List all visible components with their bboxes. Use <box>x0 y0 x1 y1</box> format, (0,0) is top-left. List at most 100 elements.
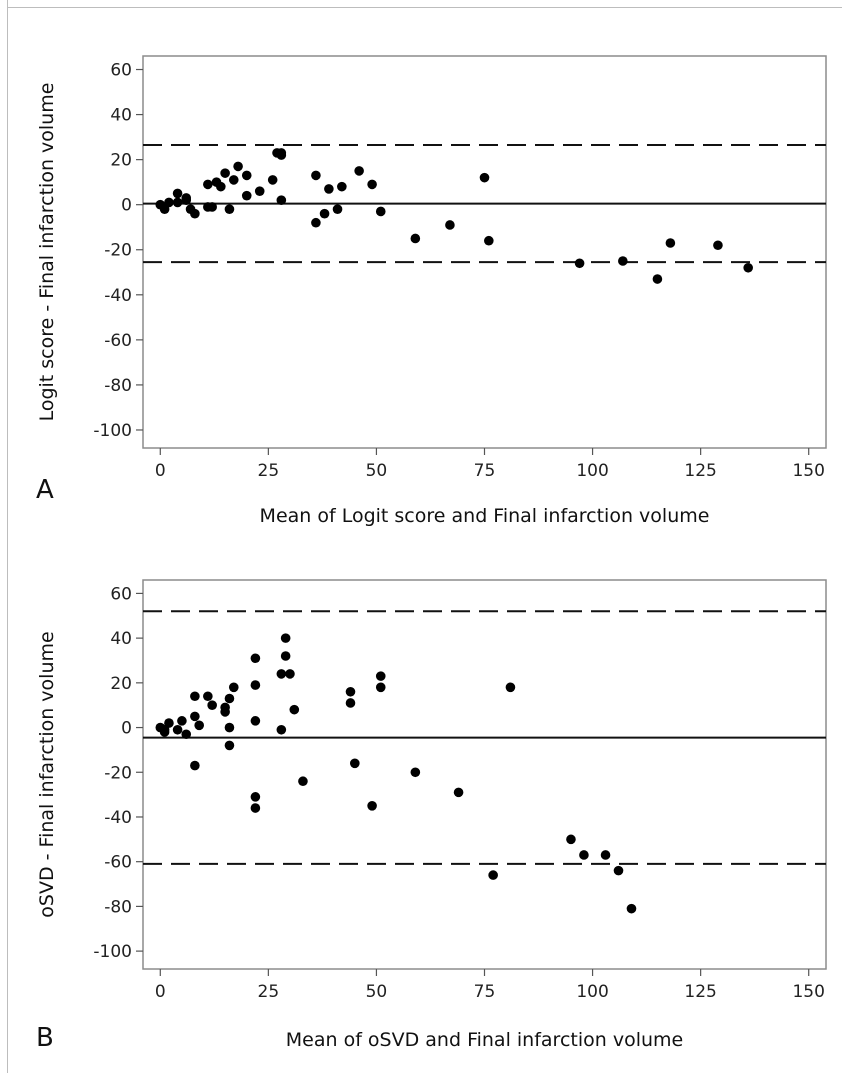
x-tick-label: 125 <box>684 982 716 1002</box>
data-point <box>203 179 213 190</box>
y-tick-label: -20 <box>104 241 132 261</box>
x-tick-label: 100 <box>576 461 608 481</box>
x-tick-label: 50 <box>366 461 388 481</box>
panel-letter: B <box>36 1023 54 1053</box>
data-point <box>375 206 386 217</box>
y-tick-label: 60 <box>110 584 132 604</box>
x-tick-label: 75 <box>474 461 496 481</box>
data-point <box>618 256 628 266</box>
data-point <box>289 704 300 715</box>
data-point <box>164 718 174 728</box>
data-point <box>194 720 204 731</box>
data-point <box>488 870 498 880</box>
data-point <box>743 262 753 273</box>
data-point <box>172 724 183 735</box>
y-tick-label: -80 <box>104 897 132 917</box>
data-point <box>220 702 230 713</box>
x-tick-label: 25 <box>258 461 280 481</box>
y-tick-label: -40 <box>104 808 132 828</box>
data-point <box>600 850 611 860</box>
data-point <box>181 729 192 740</box>
data-point <box>190 760 200 771</box>
data-point <box>220 168 230 178</box>
data-point <box>319 208 330 219</box>
data-point <box>241 190 252 201</box>
data-point <box>177 716 187 726</box>
y-tick-label: 20 <box>110 151 132 171</box>
data-point <box>505 682 516 693</box>
data-point <box>276 195 287 205</box>
x-tick-label: 50 <box>366 982 388 1002</box>
panel-a-logit-score: 60 40 20 0 -20 -40 -60 -80 -100 0 25 50 75 100 125 150 M… <box>36 55 827 527</box>
x-tick-label: 125 <box>684 461 716 481</box>
data-point <box>224 204 235 214</box>
data-point <box>375 671 386 681</box>
data-point <box>276 724 287 735</box>
data-point <box>190 711 200 722</box>
data-point <box>626 903 637 914</box>
data-point <box>276 150 287 160</box>
data-point <box>164 197 174 208</box>
data-point <box>181 193 192 203</box>
x-tick-label: 25 <box>258 982 280 1002</box>
data-point <box>410 233 421 244</box>
x-tick-label: 100 <box>576 982 608 1002</box>
data-point <box>190 691 200 702</box>
panel-letter: A <box>36 475 54 505</box>
data-point <box>250 653 261 664</box>
y-tick-label: 40 <box>110 106 132 126</box>
data-point <box>652 274 663 284</box>
data-point <box>713 240 723 251</box>
y-axis-label: Logit score - Final infarction volume <box>36 83 58 422</box>
x-tick-label: 150 <box>792 982 824 1002</box>
data-point <box>324 184 334 194</box>
data-point <box>250 803 261 813</box>
data-point <box>367 800 377 811</box>
data-point <box>228 175 239 185</box>
data-point <box>254 186 265 196</box>
data-point <box>345 698 356 708</box>
y-tick-label: -60 <box>104 331 132 351</box>
data-point <box>285 669 295 679</box>
y-axis-label: oSVD - Final infarction volume <box>36 631 58 917</box>
x-axis-label: Mean of Logit score and Final infarction… <box>260 505 710 527</box>
data-point <box>276 669 287 679</box>
data-point <box>367 179 377 190</box>
y-tick-label: 60 <box>110 61 132 81</box>
panel-b-osvd: 60 40 20 0 -20 -40 -60 -80 -100 0 25 50 75 100 125 150 M… <box>36 579 827 1053</box>
y-tick-label: -60 <box>104 853 132 873</box>
y-tick-label: -100 <box>93 942 132 962</box>
data-point <box>190 208 200 219</box>
y-tick-label: 40 <box>110 629 132 649</box>
y-tick-label: 0 <box>121 196 132 216</box>
data-point <box>280 633 291 643</box>
data-point <box>216 181 226 192</box>
data-point <box>207 700 217 710</box>
data-point <box>172 197 183 208</box>
x-axis-label: Mean of oSVD and Final infarction volume <box>286 1029 683 1051</box>
data-point <box>350 758 360 769</box>
data-point <box>566 834 576 845</box>
data-point <box>375 682 386 693</box>
data-point <box>159 727 170 737</box>
data-point <box>241 170 252 181</box>
data-point <box>345 686 356 697</box>
data-point <box>579 850 589 860</box>
data-point <box>298 776 308 787</box>
data-point <box>311 170 321 181</box>
data-point <box>203 691 213 702</box>
data-point <box>574 258 585 269</box>
data-point <box>233 161 243 172</box>
data-point <box>484 235 494 246</box>
data-point <box>445 220 455 230</box>
data-point <box>228 682 239 693</box>
data-point <box>410 767 421 778</box>
data-point <box>613 865 624 876</box>
data-point <box>207 202 217 212</box>
y-tick-label: -40 <box>104 286 132 306</box>
data-point <box>172 188 183 199</box>
data-point <box>311 217 321 228</box>
y-tick-label: -20 <box>104 763 132 783</box>
